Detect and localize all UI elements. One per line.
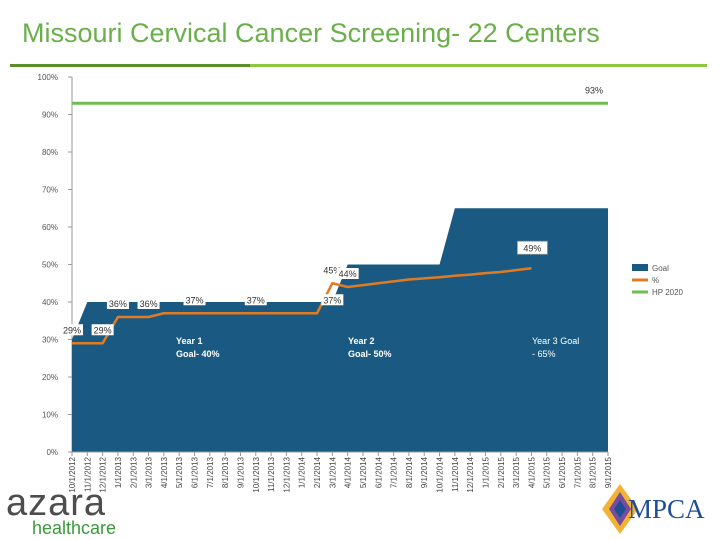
x-tick-label: 2/1/2013 <box>129 456 138 488</box>
goal-area <box>72 208 608 452</box>
x-tick-label: 9/1/2013 <box>236 456 245 488</box>
mpca-logo-word: MPCA <box>628 494 705 524</box>
data-label-bg <box>321 294 344 306</box>
y-tick-label: 100% <box>38 73 58 82</box>
x-tick-label: 4/1/2015 <box>527 456 536 488</box>
data-label-bg <box>183 294 206 306</box>
data-label-bg <box>583 84 605 96</box>
annotation-1: Year 1 <box>176 336 203 346</box>
y-tick-label: 60% <box>42 223 58 232</box>
x-tick-label: 5/1/2015 <box>543 456 552 488</box>
legend-label: % <box>652 276 659 285</box>
annotation-1: Goal- 40% <box>176 349 220 359</box>
x-tick-label: 3/1/2015 <box>512 456 521 488</box>
y-tick-label: 80% <box>42 148 58 157</box>
azara-logo-word: azara <box>6 482 107 524</box>
y-tick-label: 90% <box>42 111 58 120</box>
data-label: 37% <box>186 295 204 305</box>
annotation-2: Goal- 50% <box>348 349 392 359</box>
azara-healthcare-logo: azara healthcare <box>6 482 156 538</box>
annotation-3: - 65% <box>532 349 556 359</box>
data-label: 37% <box>323 295 341 305</box>
x-tick-label: 8/1/2014 <box>405 456 414 488</box>
y-tick-label: 30% <box>42 336 58 345</box>
data-label-bg <box>336 268 359 279</box>
x-tick-label: 7/1/2015 <box>573 456 582 488</box>
y-tick-label: 40% <box>42 298 58 307</box>
data-label-bg <box>137 298 160 309</box>
data-label-bg <box>106 298 129 309</box>
x-tick-label: 9/1/2014 <box>420 456 429 488</box>
x-tick-label: 12/1/2013 <box>282 456 291 492</box>
annotation-2: Year 2 <box>348 336 375 346</box>
data-label-bg <box>321 264 344 276</box>
x-tick-label: 11/1/2013 <box>267 456 276 492</box>
data-label: 29% <box>94 325 112 335</box>
annotation-3: Year 3 Goal <box>532 336 579 346</box>
x-tick-label: 7/1/2014 <box>390 456 399 488</box>
x-tick-label: 6/1/2013 <box>191 456 200 488</box>
y-tick-label: 20% <box>42 373 58 382</box>
data-label-bg <box>91 324 114 336</box>
azara-logo-sub: healthcare <box>32 518 117 538</box>
x-tick-label: 10/1/2012 <box>68 456 77 492</box>
data-label: 36% <box>140 299 158 309</box>
x-tick-label: 12/1/2012 <box>99 456 108 492</box>
x-tick-label: 10/1/2014 <box>436 456 445 492</box>
data-label: 44% <box>339 269 357 279</box>
x-tick-label: 7/1/2013 <box>206 456 215 488</box>
y-tick-label: 70% <box>42 186 58 195</box>
x-tick-label: 11/1/2012 <box>83 456 92 492</box>
x-tick-label: 12/1/2014 <box>466 456 475 492</box>
slide-title: Missouri Cervical Cancer Screening- 22 C… <box>22 18 600 48</box>
x-tick-label: 2/1/2015 <box>497 456 506 488</box>
mpca-logo: MPCA <box>600 480 720 538</box>
x-tick-label: 1/1/2013 <box>114 456 123 488</box>
data-label: 29% <box>63 325 81 335</box>
title-underline-accent <box>10 64 250 67</box>
x-tick-label: 1/1/2014 <box>298 456 307 488</box>
x-tick-label: 1/1/2015 <box>481 456 490 488</box>
x-tick-label: 6/1/2015 <box>558 456 567 488</box>
data-label-box <box>517 240 548 255</box>
x-tick-label: 10/1/2013 <box>252 456 261 492</box>
y-tick-label: 50% <box>42 261 58 270</box>
legend-label: HP 2020 <box>652 288 684 297</box>
x-tick-label: 2/1/2014 <box>313 456 322 488</box>
percent-series-line <box>72 267 532 345</box>
x-tick-label: 3/1/2013 <box>145 456 154 488</box>
x-tick-label: 5/1/2014 <box>359 456 368 488</box>
y-tick-label: 0% <box>46 448 58 457</box>
data-label-bg <box>61 324 83 336</box>
x-tick-label: 4/1/2013 <box>160 456 169 488</box>
mpca-diamond-icon <box>602 484 638 534</box>
title-underline <box>10 64 707 67</box>
legend-label: Goal <box>652 264 669 273</box>
data-label: 93% <box>585 85 603 95</box>
x-tick-label: 3/1/2014 <box>328 456 337 488</box>
legend-swatch-goal <box>632 264 648 271</box>
data-label-bg <box>244 294 267 306</box>
data-label: 49% <box>523 243 541 253</box>
data-label: 37% <box>247 295 265 305</box>
x-tick-label: 4/1/2014 <box>344 456 353 488</box>
x-tick-label: 8/1/2013 <box>221 456 230 488</box>
x-tick-label: 11/1/2014 <box>451 456 460 492</box>
data-label: 36% <box>109 299 127 309</box>
x-tick-label: 9/1/2015 <box>604 456 613 488</box>
data-label: 45% <box>323 265 341 275</box>
y-tick-label: 10% <box>42 411 58 420</box>
x-tick-label: 6/1/2014 <box>374 456 383 488</box>
x-tick-label: 8/1/2015 <box>589 456 598 488</box>
x-tick-label: 5/1/2013 <box>175 456 184 488</box>
